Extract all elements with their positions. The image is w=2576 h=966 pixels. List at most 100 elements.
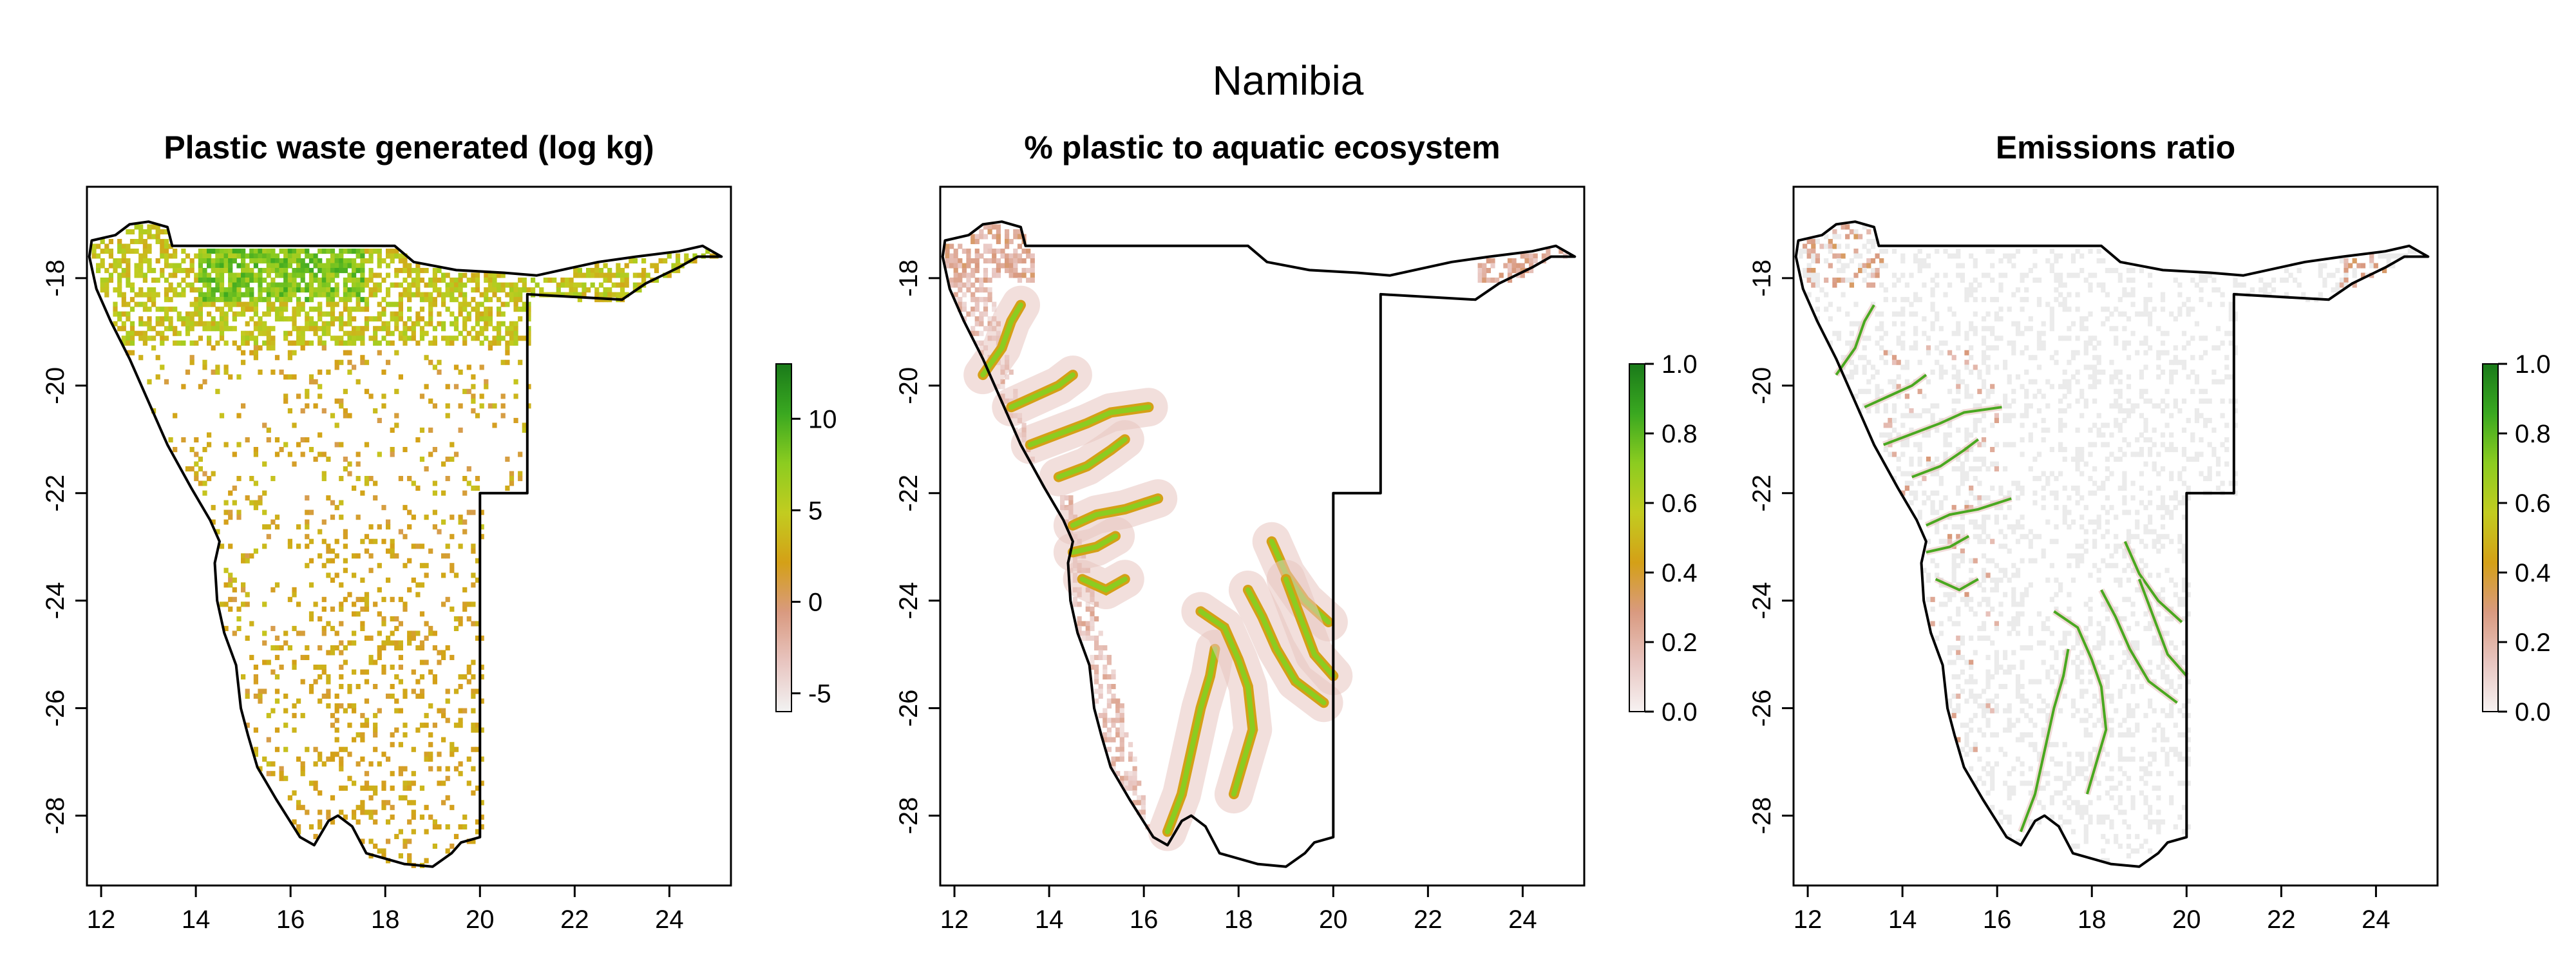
raster-cell xyxy=(2020,698,2025,704)
raster-cell xyxy=(2143,544,2148,549)
raster-cell xyxy=(1870,239,1876,245)
raster-cell xyxy=(1981,766,1987,772)
raster-cell xyxy=(2130,534,2136,540)
raster-cell xyxy=(398,282,403,288)
raster-cell xyxy=(641,268,647,274)
raster-cell xyxy=(138,355,144,361)
raster-cell xyxy=(2181,640,2187,646)
raster-cell xyxy=(355,611,361,617)
raster-cell xyxy=(500,272,506,278)
raster-cell xyxy=(445,766,450,772)
raster-cell xyxy=(450,804,455,810)
raster-cell xyxy=(1994,650,1999,656)
raster-cell xyxy=(407,297,412,303)
raster-cell xyxy=(616,268,621,274)
raster-cell xyxy=(202,359,207,365)
raster-cell xyxy=(1883,422,1888,428)
raster-cell xyxy=(266,345,271,351)
raster-cell xyxy=(2262,287,2268,293)
raster-cell xyxy=(2122,345,2127,351)
raster-cell xyxy=(1815,258,1820,264)
raster-cell xyxy=(479,824,484,829)
raster-cell xyxy=(398,679,403,685)
raster-cell xyxy=(419,316,425,322)
raster-cell xyxy=(352,486,357,491)
raster-cell xyxy=(1994,519,1999,525)
raster-cell xyxy=(983,234,989,240)
raster-cell xyxy=(215,529,220,535)
raster-cell xyxy=(603,292,608,298)
raster-cell xyxy=(1973,713,1978,719)
raster-cell xyxy=(500,287,506,293)
raster-cell xyxy=(2126,654,2132,660)
raster-cell xyxy=(2228,340,2233,346)
raster-cell xyxy=(2160,515,2166,520)
raster-cell xyxy=(339,684,344,690)
raster-cell xyxy=(2114,326,2119,332)
raster-cell xyxy=(1985,388,1991,394)
raster-cell xyxy=(1951,365,1956,370)
raster-cell xyxy=(330,278,336,283)
raster-cell xyxy=(138,321,144,327)
raster-cell xyxy=(300,258,305,264)
raster-cell xyxy=(207,311,212,317)
raster-cell xyxy=(2126,596,2132,602)
raster-cell xyxy=(484,278,489,283)
raster-cell xyxy=(194,321,199,327)
raster-cell xyxy=(1098,713,1103,719)
raster-cell xyxy=(437,359,442,365)
raster-cell xyxy=(1926,253,1931,259)
raster-cell xyxy=(377,326,382,332)
raster-cell xyxy=(2105,838,2110,844)
raster-cell xyxy=(2011,263,2016,269)
raster-cell xyxy=(253,752,258,757)
raster-cell xyxy=(317,326,323,332)
raster-cell xyxy=(189,321,194,327)
raster-cell xyxy=(1141,810,1146,815)
raster-cell xyxy=(2335,282,2340,288)
raster-cell xyxy=(475,307,480,312)
raster-cell xyxy=(270,761,276,767)
raster-cell xyxy=(1998,486,2003,491)
raster-cell xyxy=(637,282,642,288)
raster-cell xyxy=(2020,645,2025,650)
raster-cell xyxy=(1866,258,1871,264)
raster-cell xyxy=(147,224,152,230)
raster-cell xyxy=(1115,698,1121,704)
raster-cell xyxy=(2101,761,2106,767)
raster-cell xyxy=(1960,635,1965,641)
raster-cell xyxy=(2224,437,2230,442)
raster-cell xyxy=(386,272,391,278)
raster-cell xyxy=(1900,340,1906,346)
raster-cell xyxy=(287,263,292,269)
raster-cell xyxy=(313,253,318,259)
raster-cell xyxy=(1990,640,1995,646)
y-tick-label: -26 xyxy=(41,690,70,727)
raster-cell xyxy=(971,292,976,298)
raster-cell xyxy=(445,457,450,462)
raster-cell xyxy=(343,249,348,254)
raster-cell xyxy=(352,781,357,786)
raster-cell xyxy=(317,369,323,375)
raster-cell xyxy=(2007,374,2012,380)
raster-cell xyxy=(253,355,258,361)
raster-cell xyxy=(249,316,254,322)
raster-cell xyxy=(2041,486,2046,491)
raster-cell xyxy=(492,340,497,346)
raster-cell xyxy=(1845,243,1850,249)
raster-cell xyxy=(462,708,468,714)
panel-2-plot-area: 12 14 16 18 20 22 24-18-20-22-24-26-28 xyxy=(895,185,1586,934)
raster-cell xyxy=(2070,577,2076,583)
raster-cell xyxy=(974,249,980,254)
raster-cell xyxy=(2117,843,2123,849)
raster-cell xyxy=(305,311,310,317)
raster-cell xyxy=(1981,427,1987,433)
raster-cell xyxy=(1875,384,1880,390)
raster-cell xyxy=(360,278,365,283)
raster-cell xyxy=(245,635,250,641)
raster-cell xyxy=(223,582,229,588)
raster-cell xyxy=(407,858,412,864)
raster-cell xyxy=(1106,737,1112,743)
raster-cell xyxy=(151,301,156,307)
raster-cell xyxy=(432,509,437,515)
